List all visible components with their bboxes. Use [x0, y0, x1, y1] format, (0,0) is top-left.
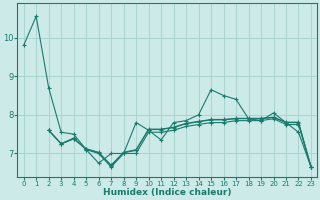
X-axis label: Humidex (Indice chaleur): Humidex (Indice chaleur): [103, 188, 232, 197]
